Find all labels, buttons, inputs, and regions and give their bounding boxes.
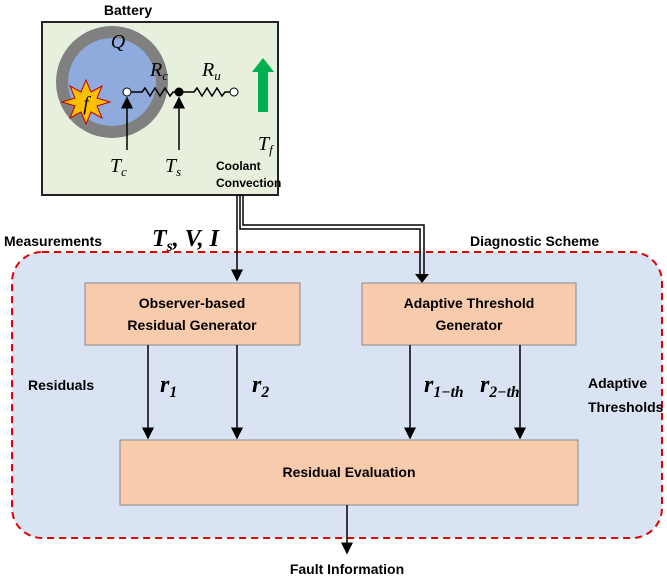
resistor-ru: [183, 86, 230, 98]
measurements-vars: Ts, V, I: [152, 226, 221, 255]
fault-star: [60, 78, 112, 126]
heat-label: Q: [111, 31, 126, 53]
core-node: [122, 87, 132, 97]
ts-base: T: [165, 155, 178, 177]
coolant-label-1: Coolant: [216, 159, 261, 173]
rc-base: R: [149, 59, 162, 81]
evaluation-text: Residual Evaluation: [282, 464, 415, 480]
battery-title: Battery: [104, 2, 152, 18]
rc-sub: c: [162, 68, 168, 83]
r2-label: r2: [252, 372, 269, 401]
r2th-label: r2−th: [480, 372, 520, 401]
evaluation-box: [119, 439, 579, 506]
observer-text-2: Residual Generator: [127, 317, 257, 333]
thresholds-label-1: Adaptive: [588, 375, 647, 391]
tc-label: Tc: [110, 155, 127, 179]
coolant-label-2: Convection: [216, 176, 281, 190]
measurements-label: Measurements: [4, 233, 102, 249]
ts-sub: s: [176, 164, 181, 179]
tf-base: T: [258, 133, 271, 155]
r1-sub: 1: [169, 384, 177, 401]
rc-label: Rc: [149, 59, 168, 83]
ts-label: Ts: [165, 155, 181, 179]
r1th-label: r1−th: [424, 372, 464, 401]
threshold-text-1: Adaptive Threshold: [404, 295, 535, 311]
threshold-text-2: Generator: [436, 317, 503, 333]
r2-base: r: [252, 372, 262, 398]
r2th-sub: 2−th: [488, 384, 519, 401]
threshold-box: [361, 282, 577, 346]
tc-sub: c: [121, 164, 127, 179]
tf-sub: f: [269, 142, 275, 157]
scheme-title: Diagnostic Scheme: [470, 233, 599, 249]
r2-sub: 2: [260, 384, 269, 401]
thresholds-label-2: Thresholds: [588, 399, 664, 415]
ru-sub: u: [214, 68, 221, 83]
r2th-base: r: [480, 372, 490, 398]
r1-label: r1: [160, 372, 177, 401]
ru-label: Ru: [201, 59, 221, 83]
meas-base: T: [152, 226, 168, 252]
fault-label: f: [83, 93, 91, 115]
resistor-rc: [131, 86, 175, 98]
meas-rest: , V, I: [172, 226, 221, 252]
meas-line-a: [239, 195, 421, 276]
residuals-label: Residuals: [28, 377, 94, 393]
output-label: Fault Information: [290, 561, 404, 577]
ambient-node: [229, 87, 239, 97]
tf-label: Tf: [258, 133, 275, 157]
surface-node: [174, 87, 184, 97]
meas-arrow-2-head: [415, 274, 429, 283]
r1th-sub: 1−th: [433, 384, 463, 401]
tc-base: T: [110, 155, 123, 177]
ru-base: R: [201, 59, 214, 81]
observer-box: [84, 282, 301, 346]
meas-sub: s: [166, 238, 173, 255]
meas-line-b: [242, 195, 425, 276]
observer-text-1: Observer-based: [139, 295, 246, 311]
coolant-arrow: [252, 58, 274, 112]
r1th-base: r: [424, 372, 434, 398]
r1-base: r: [160, 372, 170, 398]
